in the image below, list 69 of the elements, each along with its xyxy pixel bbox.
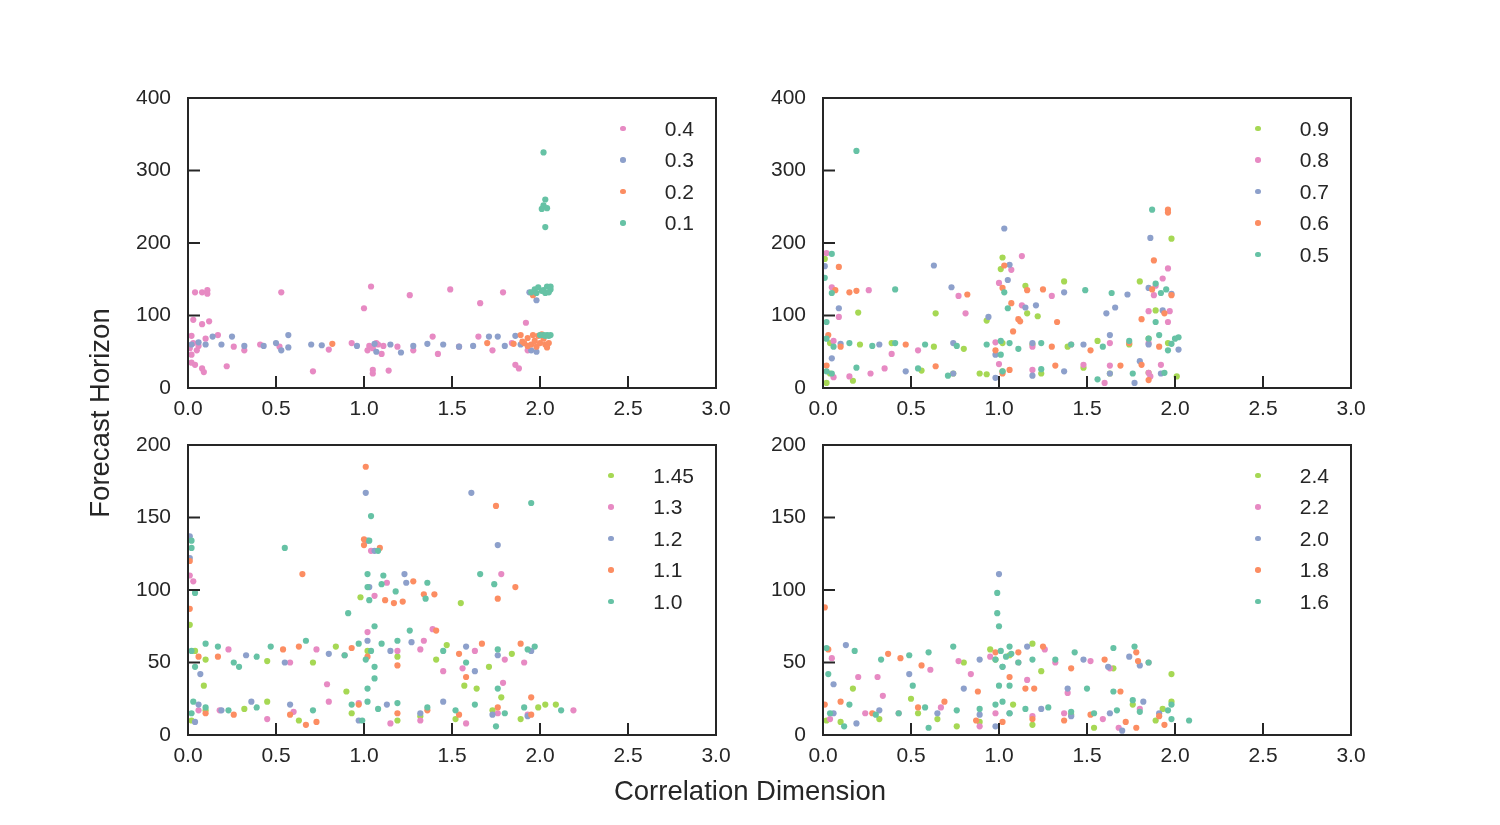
x-tick-label: 2.5 [1248, 396, 1278, 420]
x-tick-label: 2.0 [525, 396, 555, 420]
x-tick-label: 0.5 [896, 743, 926, 767]
x-tick-label: 1.0 [984, 743, 1014, 767]
legend-label: 1.0 [653, 588, 684, 615]
legend-label: 0.4 [664, 115, 694, 142]
y-tick-label: 0 [794, 721, 806, 745]
x-tick-label: 0.0 [173, 743, 203, 767]
y-tick-label: 0 [159, 374, 171, 398]
x-tick-label: 3.0 [1336, 743, 1366, 767]
y-axis-title: Forecast Horizon [84, 308, 116, 518]
x-tick-label: 1.5 [437, 396, 467, 420]
x-tick-label: 2.5 [613, 743, 643, 767]
y-tick-label: 150 [135, 504, 171, 528]
y-tick-label: 200 [135, 229, 171, 253]
legend-label: 0.5 [1299, 241, 1329, 268]
y-tick-label: 100 [135, 302, 171, 326]
legend-label: 1.8 [1299, 557, 1329, 584]
x-tick-label: 0.5 [261, 396, 291, 420]
legend-label: 0.3 [664, 147, 694, 174]
legend-label: 2.4 [1299, 462, 1329, 489]
legend-label: 1.3 [653, 494, 684, 521]
x-tick-label: 3.0 [701, 743, 731, 767]
x-tick-label: 1.0 [349, 396, 379, 420]
y-tick-label: 200 [135, 431, 171, 455]
y-tick-label: 300 [135, 157, 171, 181]
y-tick-label: 100 [770, 302, 806, 326]
legend-label: 0.1 [664, 210, 694, 237]
legend-label: 2.2 [1299, 494, 1329, 521]
y-tick-label: 200 [770, 229, 806, 253]
legend-label: 1.2 [653, 525, 684, 552]
y-tick-label: 150 [770, 504, 806, 528]
legend-label: 1.45 [653, 462, 694, 489]
x-tick-label: 0.0 [173, 396, 203, 420]
x-tick-label: 1.5 [1072, 743, 1102, 767]
y-tick-label: 200 [770, 431, 806, 455]
x-tick-label: 1.0 [984, 396, 1014, 420]
legend-label: 0.2 [664, 178, 694, 205]
y-tick-label: 300 [770, 157, 806, 181]
legend-label: 0.9 [1299, 115, 1329, 142]
legend-label: 0.6 [1299, 210, 1329, 237]
y-tick-label: 50 [782, 649, 806, 673]
y-tick-label: 0 [794, 374, 806, 398]
x-tick-label: 3.0 [701, 396, 731, 420]
x-tick-label: 0.5 [896, 396, 926, 420]
x-tick-label: 1.0 [349, 743, 379, 767]
y-tick-label: 0 [159, 721, 171, 745]
legend-label: 0.8 [1299, 147, 1329, 174]
y-tick-label: 50 [147, 649, 171, 673]
y-tick-label: 100 [770, 576, 806, 600]
legend-label: 1.6 [1299, 588, 1329, 615]
x-tick-label: 3.0 [1336, 396, 1366, 420]
x-tick-label: 2.0 [1160, 743, 1190, 767]
x-tick-label: 2.0 [525, 743, 555, 767]
legend-label: 1.1 [653, 557, 684, 584]
x-tick-label: 0.5 [261, 743, 291, 767]
x-axis-title: Correlation Dimension [613, 775, 887, 807]
legend-label: 2.0 [1299, 525, 1329, 552]
legend-label: 0.7 [1299, 178, 1329, 205]
x-tick-label: 1.5 [437, 743, 467, 767]
y-tick-label: 400 [770, 84, 806, 108]
x-tick-label: 2.5 [1248, 743, 1278, 767]
x-tick-label: 2.5 [613, 396, 643, 420]
x-tick-label: 0.0 [808, 743, 838, 767]
y-tick-label: 400 [135, 84, 171, 108]
y-tick-label: 100 [135, 576, 171, 600]
x-tick-label: 1.5 [1072, 396, 1102, 420]
x-tick-label: 0.0 [808, 396, 838, 420]
x-tick-label: 2.0 [1160, 396, 1190, 420]
